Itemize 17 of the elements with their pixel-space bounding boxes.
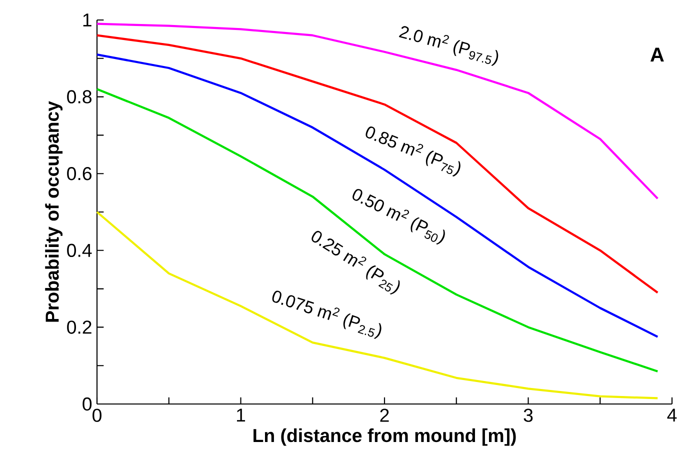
y-tick-label: 1 bbox=[83, 14, 92, 26]
y-tick-label: 0.6 bbox=[67, 166, 92, 180]
x-tick-label: 0 bbox=[92, 408, 102, 422]
line-series bbox=[96, 88, 659, 372]
y-tick-label: 0 bbox=[82, 397, 92, 411]
annotation: A bbox=[650, 48, 664, 62]
text: 0.85 m$^{2}$ (P$_{75}$) bbox=[366, 126, 460, 176]
x-axis-title: Ln (distance from mound [m]) bbox=[254, 428, 516, 446]
text: 2.0 m$^{2}$ (P$_{97.5}$) bbox=[398, 26, 498, 66]
x-tick-label: 2 bbox=[380, 408, 389, 422]
x-tick-label: 4 bbox=[667, 408, 677, 422]
y-tick-label: 0.8 bbox=[67, 90, 92, 104]
y-axis-title: Probability of occupancy bbox=[45, 101, 63, 322]
x-tick-label: 3 bbox=[524, 408, 533, 422]
x-tick-label: 1 bbox=[236, 408, 246, 422]
y-tick-label: 0.4 bbox=[67, 244, 92, 258]
y-tick-label: 0.2 bbox=[67, 320, 92, 334]
